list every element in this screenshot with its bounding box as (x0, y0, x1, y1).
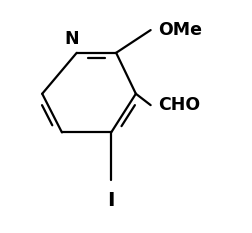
Text: I: I (107, 191, 115, 210)
Text: N: N (65, 30, 79, 48)
Text: OMe: OMe (158, 21, 202, 39)
Text: CHO: CHO (158, 96, 200, 114)
